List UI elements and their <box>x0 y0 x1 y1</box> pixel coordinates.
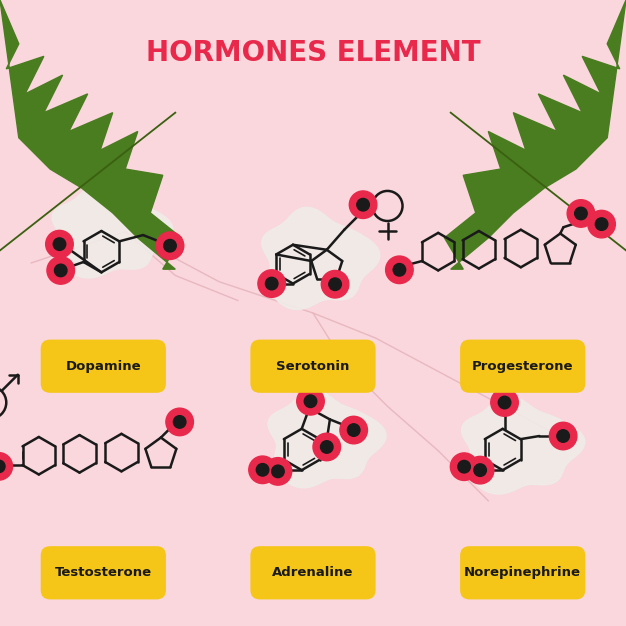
Circle shape <box>304 395 317 408</box>
Polygon shape <box>268 390 386 488</box>
Circle shape <box>264 458 292 485</box>
Circle shape <box>173 416 186 428</box>
Circle shape <box>458 461 470 473</box>
Polygon shape <box>262 207 380 309</box>
Circle shape <box>258 270 285 297</box>
Text: Testosterone: Testosterone <box>54 567 152 579</box>
Circle shape <box>393 264 406 276</box>
Text: Norepinephrine: Norepinephrine <box>464 567 581 579</box>
Text: Progesterone: Progesterone <box>472 360 573 372</box>
Polygon shape <box>0 0 182 269</box>
Circle shape <box>321 441 333 453</box>
Circle shape <box>297 387 324 415</box>
FancyBboxPatch shape <box>460 546 585 600</box>
Circle shape <box>347 424 360 436</box>
FancyBboxPatch shape <box>41 546 166 600</box>
Circle shape <box>272 465 284 478</box>
Text: HORMONES ELEMENT: HORMONES ELEMENT <box>146 39 480 67</box>
Circle shape <box>249 456 276 483</box>
Circle shape <box>557 429 570 442</box>
Circle shape <box>575 207 587 220</box>
Circle shape <box>0 460 5 473</box>
Circle shape <box>498 396 511 409</box>
FancyBboxPatch shape <box>250 340 376 393</box>
Circle shape <box>588 210 615 238</box>
Text: Serotonin: Serotonin <box>276 360 350 372</box>
FancyBboxPatch shape <box>460 340 585 393</box>
Circle shape <box>46 230 73 258</box>
Circle shape <box>313 433 341 461</box>
Circle shape <box>256 463 269 476</box>
Circle shape <box>166 408 193 436</box>
Polygon shape <box>444 0 626 269</box>
Circle shape <box>349 191 377 218</box>
Circle shape <box>329 278 341 290</box>
Circle shape <box>340 416 367 444</box>
Circle shape <box>550 422 577 449</box>
Circle shape <box>450 453 478 481</box>
Circle shape <box>53 238 66 250</box>
Circle shape <box>0 453 13 480</box>
Circle shape <box>386 256 413 284</box>
Circle shape <box>265 277 278 290</box>
Text: Dopamine: Dopamine <box>66 360 141 372</box>
Circle shape <box>164 240 177 252</box>
Circle shape <box>491 389 518 416</box>
Polygon shape <box>52 185 173 278</box>
Text: Adrenaline: Adrenaline <box>272 567 354 579</box>
Circle shape <box>595 218 608 230</box>
Circle shape <box>567 200 595 227</box>
FancyBboxPatch shape <box>41 340 166 393</box>
Circle shape <box>47 257 74 284</box>
Circle shape <box>474 464 486 476</box>
Circle shape <box>156 232 184 260</box>
Polygon shape <box>461 396 585 494</box>
Circle shape <box>466 456 494 484</box>
Circle shape <box>357 198 369 211</box>
Circle shape <box>54 264 67 277</box>
Circle shape <box>321 270 349 298</box>
FancyBboxPatch shape <box>250 546 376 600</box>
